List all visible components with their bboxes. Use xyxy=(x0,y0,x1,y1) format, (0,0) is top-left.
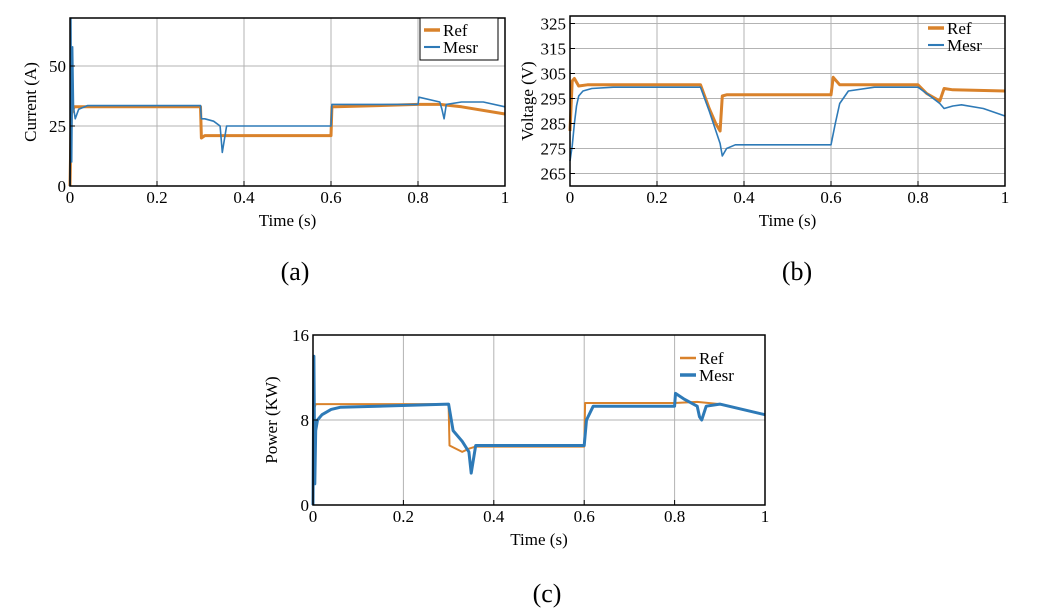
x-tick-label: 0.6 xyxy=(820,188,841,207)
series-line-mesr xyxy=(69,17,506,187)
x-tick-label: 1 xyxy=(501,188,510,207)
y-tick-label: 275 xyxy=(541,140,567,159)
legend-entry-ref: Ref xyxy=(443,21,468,40)
x-tick-label: 0.4 xyxy=(483,507,505,526)
y-tick-label: 0 xyxy=(58,177,67,196)
y-tick-label: 285 xyxy=(541,115,567,134)
x-tick-label: 0 xyxy=(566,188,575,207)
y-tick-label: 16 xyxy=(292,326,309,345)
caption-c: (c) xyxy=(533,579,562,608)
legend-entry-ref: Ref xyxy=(947,19,972,38)
caption-a: (a) xyxy=(281,257,310,286)
legend-entry-ref: Ref xyxy=(699,349,724,368)
y-tick-label: 295 xyxy=(541,90,567,109)
x-tick-label: 0.4 xyxy=(233,188,255,207)
y-tick-label: 305 xyxy=(541,65,567,84)
series-lines-b xyxy=(568,75,1006,162)
grid-lines-c xyxy=(313,335,765,505)
x-tick-label: 0.2 xyxy=(646,188,667,207)
chart-panel-a: 0 0.2 0.4 0.6 0.8 1 0 25 50 Time (s) Current (A)… xyxy=(21,17,509,286)
x-tick-label: 0.8 xyxy=(664,507,685,526)
series-line-ref xyxy=(68,102,506,187)
legend-entry-mesr: Mesr xyxy=(699,366,734,385)
y-tick-label: 25 xyxy=(49,117,66,136)
y-tick-label: 0 xyxy=(301,496,310,515)
series-lines-c xyxy=(311,354,766,506)
x-tick-label: 0.8 xyxy=(907,188,928,207)
y-axis-label-a: Current (A) xyxy=(21,62,40,142)
x-tick-label: 0.6 xyxy=(574,507,595,526)
x-tick-label: 0.6 xyxy=(320,188,341,207)
legend-entry-mesr: Mesr xyxy=(947,36,982,55)
x-tick-label: 1 xyxy=(1001,188,1010,207)
y-tick-label: 8 xyxy=(301,411,310,430)
caption-b: (b) xyxy=(782,257,812,286)
series-line-mesr xyxy=(569,86,1006,162)
series-line-ref xyxy=(312,400,766,506)
x-axis-label-c: Time (s) xyxy=(510,530,567,549)
legend-box xyxy=(419,17,499,61)
x-tick-label: 1 xyxy=(761,507,770,526)
x-tick-label: 0.2 xyxy=(393,507,414,526)
x-tick-label: 0.8 xyxy=(407,188,428,207)
series-line-mesr xyxy=(311,354,766,506)
legend-entry-mesr: Mesr xyxy=(443,38,478,57)
plot-frame-a xyxy=(69,17,506,187)
x-tick-label: 0.4 xyxy=(733,188,755,207)
series-line-ref xyxy=(568,75,1006,133)
chart-panel-c: 0 0.2 0.4 0.6 0.8 1 0 8 16 Time (s) Power (KW) R… xyxy=(262,326,769,608)
y-tick-label: 50 xyxy=(49,57,66,76)
x-tick-label: 0 xyxy=(309,507,318,526)
x-axis-label-b: Time (s) xyxy=(759,211,816,230)
chart-panel-b: 0 0.2 0.4 0.6 0.8 1 265 275 285 295 305 315 325 Time… xyxy=(518,15,1009,287)
tick-labels-b: 0 0.2 0.4 0.6 0.8 1 265 275 285 295 305 315 325 xyxy=(541,15,1010,208)
tick-labels-c: 0 0.2 0.4 0.6 0.8 1 0 8 16 xyxy=(292,326,769,526)
y-axis-label-c: Power (KW) xyxy=(262,376,281,463)
series-lines-a xyxy=(68,17,506,187)
y-tick-label: 265 xyxy=(541,165,567,184)
y-tick-label: 325 xyxy=(541,15,567,34)
x-tick-label: 0.2 xyxy=(146,188,167,207)
x-axis-label-a: Time (s) xyxy=(259,211,316,230)
y-axis-label-b: Voltage (V) xyxy=(518,61,537,140)
grid-lines-b xyxy=(570,16,1005,186)
plot-frame-b xyxy=(569,15,1006,187)
tick-labels-a: 0 0.2 0.4 0.6 0.8 1 0 25 50 xyxy=(49,57,509,207)
y-tick-label: 315 xyxy=(541,40,567,59)
x-tick-label: 0 xyxy=(66,188,75,207)
